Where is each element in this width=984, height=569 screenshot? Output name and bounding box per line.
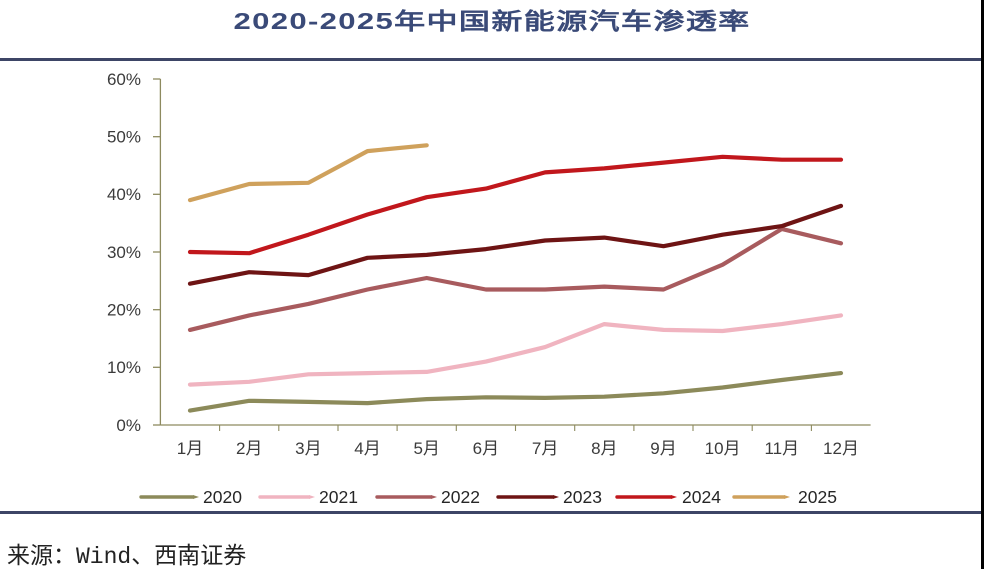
svg-text:2023: 2023 (563, 487, 602, 507)
svg-text:2021: 2021 (319, 487, 358, 507)
svg-text:1月: 1月 (177, 439, 203, 458)
svg-text:4月: 4月 (354, 439, 380, 458)
svg-text:60%: 60% (107, 70, 141, 89)
svg-text:7月: 7月 (532, 439, 558, 458)
svg-text:30%: 30% (107, 243, 141, 262)
svg-text:6月: 6月 (473, 439, 499, 458)
svg-text:9月: 9月 (650, 439, 676, 458)
svg-text:3月: 3月 (295, 439, 321, 458)
svg-text:11月: 11月 (764, 439, 799, 458)
svg-text:0%: 0% (116, 416, 141, 435)
svg-text:10月: 10月 (705, 439, 741, 458)
svg-text:8月: 8月 (591, 439, 617, 458)
svg-text:2024: 2024 (682, 487, 721, 507)
svg-text:2月: 2月 (236, 439, 262, 458)
svg-text:10%: 10% (107, 358, 141, 377)
svg-text:40%: 40% (107, 185, 141, 204)
svg-text:2020: 2020 (203, 487, 242, 507)
svg-text:2025: 2025 (798, 487, 837, 507)
svg-text:12月: 12月 (823, 439, 859, 458)
svg-text:20%: 20% (107, 301, 141, 320)
svg-text:2022: 2022 (441, 487, 480, 507)
svg-text:5月: 5月 (413, 439, 439, 458)
svg-text:50%: 50% (107, 128, 141, 147)
